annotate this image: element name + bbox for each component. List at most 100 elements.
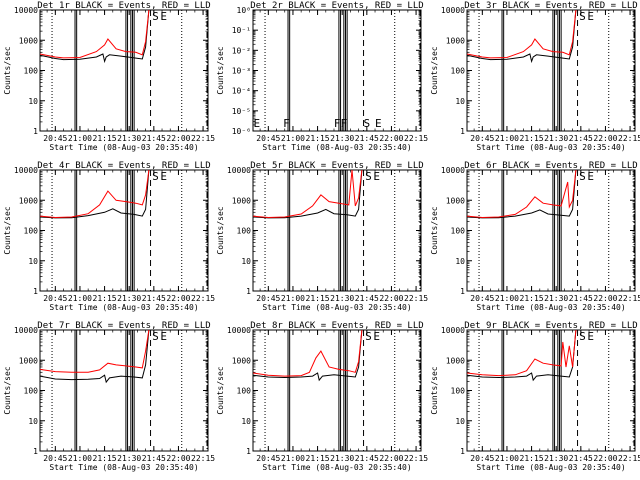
event-marker-ff: FF xyxy=(334,117,347,130)
plot-frame xyxy=(252,169,422,292)
reference-lines xyxy=(51,170,208,291)
x-tick-label: 21:45 xyxy=(355,454,379,463)
x-tick-label: 21:30 xyxy=(544,294,568,303)
x-tick-label: 21:00 xyxy=(495,134,519,143)
event-marker-e: E xyxy=(373,170,380,183)
y-tick-label: 1000 xyxy=(446,356,465,365)
y-tick-label: 100 xyxy=(451,67,466,76)
y-tick-label: 10⁰ xyxy=(237,6,251,15)
series-events-line xyxy=(40,330,150,384)
y-tick-label: 10⁻¹ xyxy=(232,26,251,35)
plot-frame xyxy=(252,9,422,132)
x-tick-label: 21:15 xyxy=(306,294,330,303)
y-tick-label: 10 xyxy=(241,417,251,426)
series-lld-line xyxy=(253,330,363,377)
event-marker-s: S xyxy=(152,170,159,183)
panel-title: Det 5r BLACK = Events, RED = LLD xyxy=(250,161,423,171)
x-tick-label: 22:15 xyxy=(191,294,215,303)
y-tick-label: 1 xyxy=(460,287,465,296)
panel-title: Det 3r BLACK = Events, RED = LLD xyxy=(464,1,637,11)
plot-frame xyxy=(466,9,636,132)
series-lld-line xyxy=(40,330,150,373)
x-tick-label: 21:00 xyxy=(281,134,305,143)
x-tick-label: 21:45 xyxy=(142,454,166,463)
y-tick-label: 10 xyxy=(28,417,38,426)
y-tick-label: 10 xyxy=(455,417,465,426)
y-tick-label: 100 xyxy=(24,227,39,236)
y-axis-label: Counts/sec xyxy=(430,46,439,94)
x-tick-label: 21:45 xyxy=(355,294,379,303)
panel-title: Det 7r BLACK = Events, RED = LLD xyxy=(37,321,210,331)
x-axis-label: Start Time (08-Aug-03 20:35:40) xyxy=(262,143,411,152)
series-events-line xyxy=(467,10,577,64)
y-tick-label: 10000 xyxy=(227,326,251,335)
panel-det5: Det 5r BLACK = Events, RED = LLD 1 10 100 10… xyxy=(216,161,428,312)
x-tick-label: 20:45 xyxy=(43,454,67,463)
x-tick-label: 21:15 xyxy=(306,454,330,463)
event-marker-s: S xyxy=(152,10,159,23)
y-tick-label: 1 xyxy=(246,287,251,296)
x-tick-label: 21:00 xyxy=(281,454,305,463)
y-tick-label: 10⁻⁶ xyxy=(232,127,251,136)
y-tick-label: 1 xyxy=(33,287,38,296)
x-tick-label: 21:30 xyxy=(330,134,354,143)
panel-title: Det 6r BLACK = Events, RED = LLD xyxy=(464,161,637,171)
event-marker-s: S xyxy=(579,10,586,23)
x-tick-label: 21:15 xyxy=(93,294,117,303)
event-marker-s: S xyxy=(365,330,372,343)
panel-det7: Det 7r BLACK = Events, RED = LLD 1 10 100 10… xyxy=(3,321,215,472)
event-marker-e: E xyxy=(373,330,380,343)
y-tick-label: 100 xyxy=(24,67,39,76)
y-tick-label: 10000 xyxy=(14,326,38,335)
y-tick-label: 1 xyxy=(33,447,38,456)
panel-det8: Det 8r BLACK = Events, RED = LLD 1 10 100 10… xyxy=(216,321,428,472)
x-tick-label: 21:15 xyxy=(93,454,117,463)
event-marker-e: E xyxy=(587,10,594,23)
reference-lines xyxy=(51,330,208,451)
reference-lines xyxy=(478,170,635,291)
y-tick-label: 100 xyxy=(451,387,466,396)
y-tick-label: 1 xyxy=(33,127,38,136)
event-marker-e: E xyxy=(254,117,261,130)
y-tick-label: 10 xyxy=(28,257,38,266)
panel-det2: Det 2r BLACK = Events, RED = LLD 10⁻⁶ 10⁻⁵… xyxy=(216,1,428,152)
y-tick-label: 1000 xyxy=(19,196,38,205)
x-tick-label: 22:15 xyxy=(404,294,428,303)
series-events-line xyxy=(467,170,577,219)
reference-lines xyxy=(264,170,421,291)
plot-frame xyxy=(39,9,209,132)
event-marker-s: S xyxy=(579,330,586,343)
x-tick-label: 21:15 xyxy=(520,454,544,463)
panel-det1: Det 1r BLACK = Events, RED = LLD 1 10 100 10… xyxy=(3,1,215,152)
panel-title: Det 2r BLACK = Events, RED = LLD xyxy=(250,1,423,11)
x-tick-label: 22:15 xyxy=(618,294,640,303)
series-events-line xyxy=(253,330,363,382)
x-tick-label: 22:15 xyxy=(191,454,215,463)
plot-frame xyxy=(39,329,209,452)
x-tick-label: 21:45 xyxy=(142,134,166,143)
panel-title: Det 1r BLACK = Events, RED = LLD xyxy=(37,1,210,11)
x-tick-label: 21:00 xyxy=(68,294,92,303)
y-axis-label: Counts/sec xyxy=(3,366,12,414)
event-marker-e: E xyxy=(587,330,594,343)
x-tick-label: 22:00 xyxy=(593,454,617,463)
x-tick-label: 21:45 xyxy=(142,294,166,303)
panel-det3: Det 3r BLACK = Events, RED = LLD 1 10 100 10… xyxy=(430,1,640,152)
y-tick-label: 1000 xyxy=(19,36,38,45)
series-lld-line xyxy=(40,170,150,219)
x-tick-label: 21:00 xyxy=(68,134,92,143)
x-axis-label: Start Time (08-Aug-03 20:35:40) xyxy=(476,463,625,472)
x-tick-label: 22:00 xyxy=(379,454,403,463)
panel-det6: Det 6r BLACK = Events, RED = LLD 1 10 100 10… xyxy=(430,161,640,312)
y-tick-label: 10000 xyxy=(441,326,465,335)
x-tick-label: 21:15 xyxy=(520,294,544,303)
y-axis-label: Counts/sec xyxy=(216,366,225,414)
y-tick-label: 10000 xyxy=(227,166,251,175)
x-tick-label: 21:15 xyxy=(306,134,330,143)
plot-frame xyxy=(39,169,209,292)
y-tick-label: 100 xyxy=(237,227,252,236)
series-lld-line xyxy=(40,10,150,59)
panel-title: Det 9r BLACK = Events, RED = LLD xyxy=(464,321,637,331)
panel-det9: Det 9r BLACK = Events, RED = LLD 1 10 100 10… xyxy=(430,321,640,472)
x-tick-label: 20:45 xyxy=(470,294,494,303)
